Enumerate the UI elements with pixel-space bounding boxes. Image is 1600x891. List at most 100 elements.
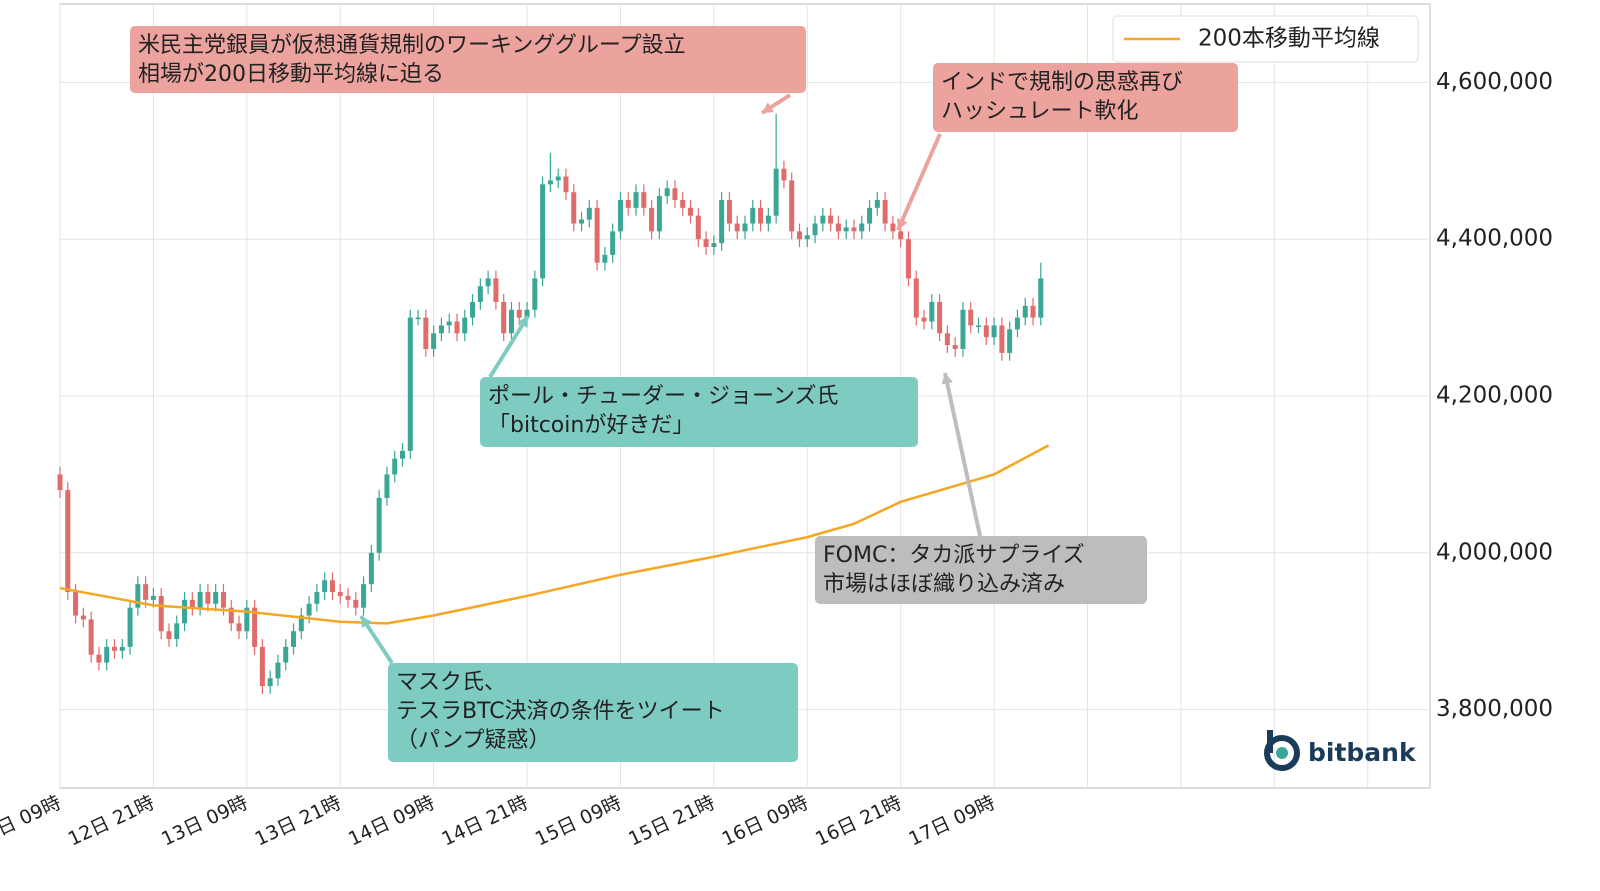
candle-body bbox=[298, 615, 304, 632]
candle-body bbox=[80, 615, 86, 620]
candle-body bbox=[734, 223, 740, 232]
candle-body bbox=[384, 474, 390, 498]
y-tick-label: 4,200,000 bbox=[1436, 383, 1553, 409]
annotation-text: 市場はほぼ織り込み済み bbox=[823, 572, 1065, 597]
candle-body bbox=[750, 207, 756, 224]
candle-body bbox=[392, 458, 398, 475]
candle-body bbox=[859, 223, 865, 232]
candle-body bbox=[890, 223, 896, 232]
candle-body bbox=[633, 192, 639, 208]
candle-body bbox=[353, 599, 359, 608]
candle-body bbox=[236, 623, 242, 632]
x-tick-label: 15日 21時 bbox=[625, 792, 718, 851]
candle-body bbox=[812, 223, 818, 236]
candle-body bbox=[1014, 317, 1020, 330]
annotation-box bbox=[388, 663, 798, 762]
candle-body bbox=[1030, 305, 1036, 318]
candle-body bbox=[874, 200, 880, 208]
candle-body bbox=[345, 595, 351, 600]
annotation-text: インドで規制の思惑再び bbox=[941, 70, 1183, 95]
y-tick-label: 3,800,000 bbox=[1436, 696, 1553, 722]
candle-body bbox=[641, 192, 647, 208]
candle-body bbox=[197, 592, 203, 608]
candle-body bbox=[586, 207, 592, 220]
annotation-text: 米民主党銀員が仮想通貨規制のワーキンググループ設立 bbox=[138, 33, 686, 58]
candle-body bbox=[259, 646, 265, 687]
candle-body bbox=[905, 239, 911, 279]
candle-body bbox=[789, 180, 795, 232]
annotation-text: テスラBTC決済の条件をツイート bbox=[396, 699, 725, 724]
annotation-text: 「bitcoinが好きだ」 bbox=[488, 413, 694, 438]
candle-body bbox=[1007, 329, 1013, 353]
candle-body bbox=[446, 321, 452, 326]
candle-body bbox=[431, 333, 437, 349]
x-tick-label: 17日 09時 bbox=[905, 792, 998, 851]
candle-body bbox=[579, 219, 585, 224]
candle-body bbox=[189, 599, 195, 608]
candle-body bbox=[228, 607, 234, 624]
legend: 200本移動平均線 bbox=[1112, 15, 1419, 63]
candle-body bbox=[991, 325, 997, 338]
candle-body bbox=[329, 580, 335, 592]
candle-body bbox=[213, 592, 219, 604]
candle-body bbox=[470, 301, 476, 318]
candle-body bbox=[921, 317, 927, 322]
candle-body bbox=[174, 623, 180, 640]
candle-body bbox=[656, 196, 662, 232]
logo: bitbank bbox=[1264, 730, 1417, 771]
candle-body bbox=[158, 595, 164, 632]
candle-body bbox=[244, 607, 250, 632]
candle-body bbox=[999, 325, 1005, 353]
candle-body bbox=[968, 309, 974, 326]
candle-body bbox=[516, 309, 522, 318]
candle-body bbox=[664, 188, 670, 197]
candle-body bbox=[555, 176, 561, 181]
annotation-arrow bbox=[943, 372, 982, 537]
candle-body bbox=[960, 309, 966, 349]
candle-body bbox=[1022, 305, 1028, 318]
candle-body bbox=[617, 200, 623, 232]
candle-body bbox=[625, 200, 631, 208]
candle-body bbox=[882, 200, 888, 224]
candle-body bbox=[368, 552, 374, 585]
candle-body bbox=[913, 278, 919, 318]
candle-body bbox=[150, 595, 156, 600]
logo-text: bitbank bbox=[1308, 738, 1417, 767]
candle-body bbox=[501, 301, 507, 334]
annotation-text: FOMC：タカ派サプライズ bbox=[823, 543, 1085, 568]
candle-body bbox=[65, 490, 71, 592]
candle-body bbox=[726, 200, 732, 224]
x-tick-label: 12日 21時 bbox=[65, 792, 158, 851]
annotation-arrow bbox=[896, 133, 942, 231]
candle-body bbox=[547, 180, 553, 185]
annotation-text: マスク氏、 bbox=[396, 670, 506, 695]
annotation: マスク氏、テスラBTC決済の条件をツイート （パンプ疑惑） bbox=[359, 614, 798, 762]
annotation-arrowhead bbox=[896, 218, 908, 230]
candle-body bbox=[680, 200, 686, 208]
candle-body bbox=[835, 223, 841, 232]
candle-body bbox=[283, 646, 289, 663]
candle-body bbox=[851, 227, 857, 232]
candle-body bbox=[688, 207, 694, 216]
candle-body bbox=[166, 631, 172, 640]
candle-body bbox=[742, 223, 748, 232]
candle-body bbox=[695, 215, 701, 240]
candle-body bbox=[361, 584, 367, 608]
annotation-arrowhead bbox=[941, 373, 953, 385]
candle-body bbox=[719, 200, 725, 244]
candle-body bbox=[454, 321, 460, 334]
candle-body bbox=[400, 450, 405, 459]
candle-body bbox=[804, 235, 810, 240]
x-tick-label: 12日 09時 bbox=[0, 792, 64, 851]
x-tick-label: 14日 21時 bbox=[438, 792, 531, 851]
candle-body bbox=[571, 192, 577, 224]
annotation-text: 相場が200日移動平均線に迫る bbox=[138, 62, 444, 87]
candle-body bbox=[407, 317, 413, 451]
candle-body bbox=[602, 254, 608, 263]
candle-body bbox=[828, 215, 834, 224]
candle-body bbox=[143, 584, 149, 600]
candle-body bbox=[111, 646, 117, 651]
candle-body bbox=[610, 231, 616, 255]
annotation-text: （パンプ疑惑） bbox=[396, 728, 550, 753]
